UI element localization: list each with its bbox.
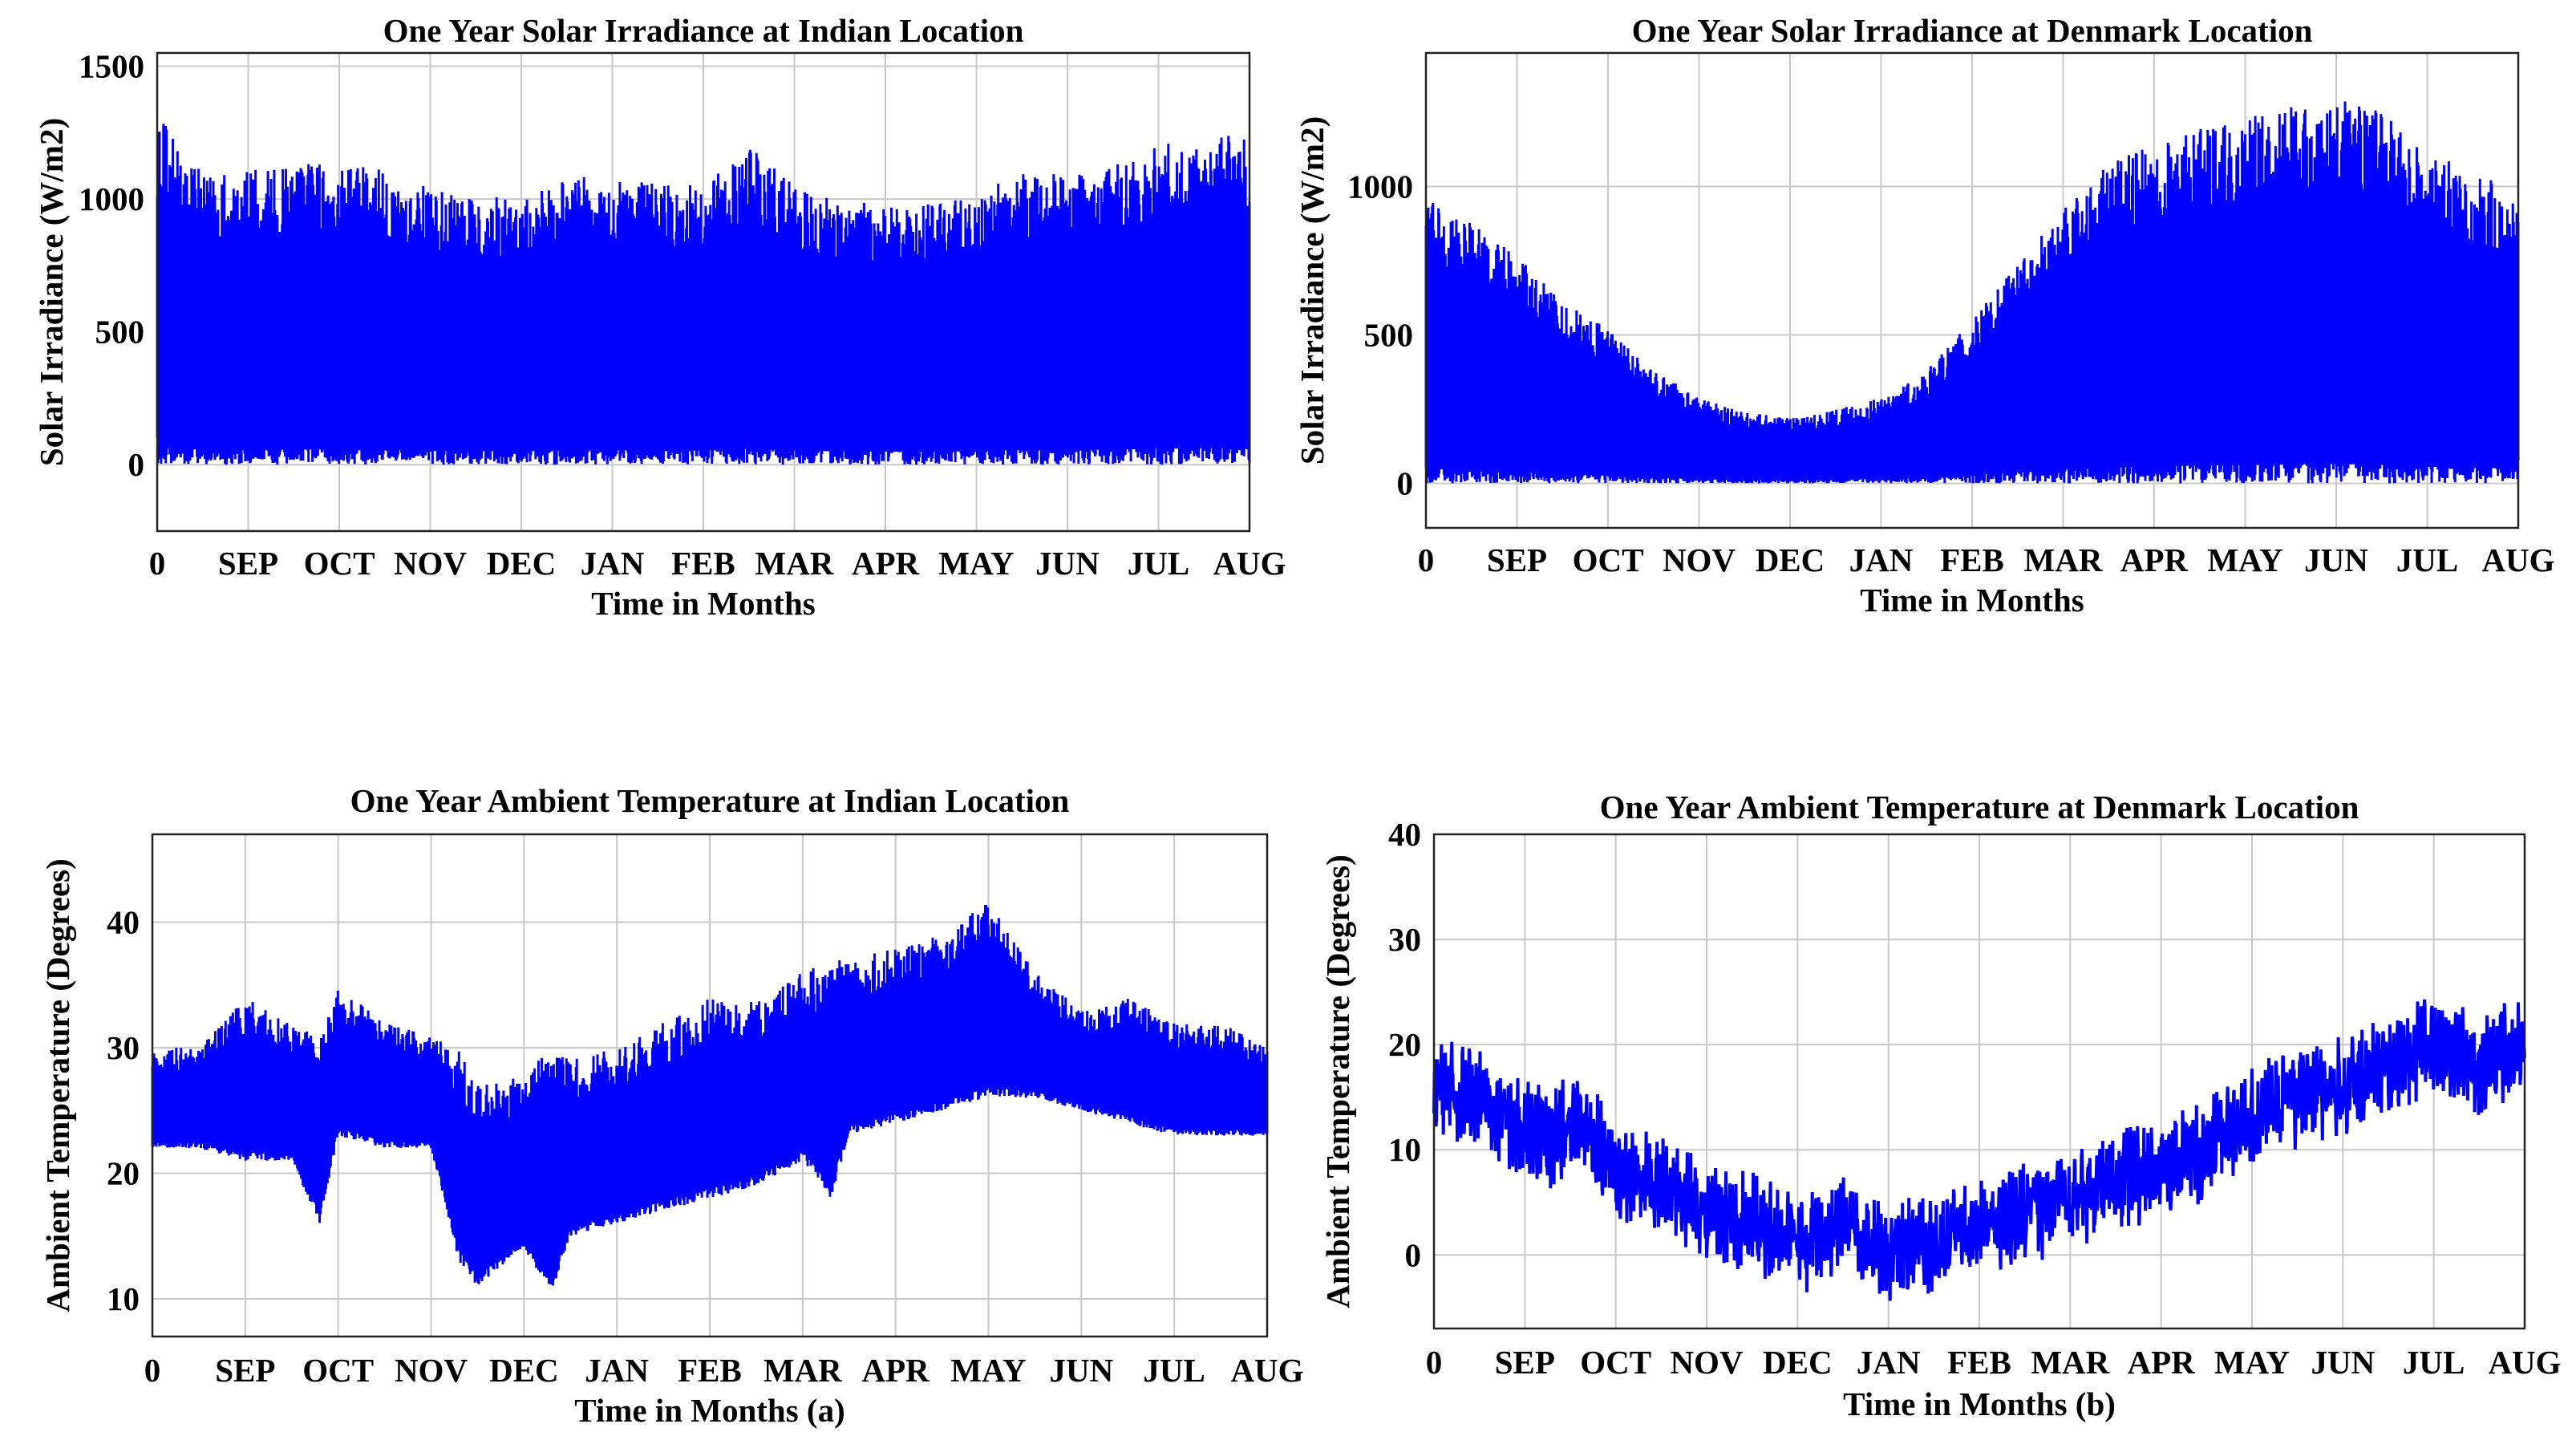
x-tick-label: MAY <box>2214 1344 2290 1381</box>
y-tick-label: 1000 <box>1347 168 1413 205</box>
chart-b-irr: 0 500 1000 0 SEP OCT NOV DEC JAN FEB MAR APR MAY JUN J… <box>1294 12 2555 619</box>
x-tick-label: DEC <box>489 1352 559 1389</box>
x-tick-label: MAY <box>938 545 1014 582</box>
chart-a-temp: 10 20 30 40 0 SEP OCT NOV DEC JAN FEB MAR APR MAY JUN J… <box>39 782 1304 1429</box>
y-axis-label: Solar Irradiance (W/m2) <box>33 118 70 466</box>
x-tick-label: AUG <box>1230 1352 1303 1389</box>
x-tick-label: APR <box>852 545 920 582</box>
x-axis-label: Time in Months (b) <box>1843 1385 2116 1422</box>
x-tick-label: FEB <box>1940 542 2004 578</box>
plot-frame <box>156 51 1251 533</box>
x-tick-label: OCT <box>1580 1344 1651 1381</box>
y-tick-label: 500 <box>1364 317 1414 354</box>
series-band-fill <box>1426 182 2518 481</box>
x-tick-label: MAR <box>2031 1344 2109 1381</box>
x-tick-label: SEP <box>1487 542 1547 578</box>
x-tick-label: JAN <box>1849 542 1914 578</box>
x-tick-label: JUL <box>2403 1344 2465 1381</box>
chart-a-irr: 0 500 1000 1500 0 SEP OCT NOV DEC JAN FEB MAR APR MAY… <box>33 12 1286 622</box>
chart-title: One Year Solar Irradiance at Indian Loca… <box>383 12 1024 49</box>
x-tick-label: JUL <box>1143 1352 1205 1389</box>
x-tick-label: NOV <box>395 1352 468 1389</box>
plot-frame <box>1432 833 2526 1330</box>
chart-b-temp: 0 10 20 30 40 0 SEP OCT NOV DEC JAN FEB MAR APR MAY JUN… <box>1319 789 2562 1422</box>
chart-title: One Year Solar Irradiance at Denmark Loc… <box>1632 12 2313 49</box>
y-tick-label: 20 <box>107 1155 140 1192</box>
series-band-fill <box>157 185 1250 452</box>
series-temperature <box>1432 999 2526 1301</box>
x-tick-label: AUG <box>2481 542 2554 578</box>
plot-frame <box>1424 51 2520 529</box>
x-tick-label: NOV <box>1663 542 1736 578</box>
y-tick-label: 1000 <box>79 181 144 217</box>
x-tick-label: MAR <box>2024 542 2103 578</box>
x-tick-label: SEP <box>215 1352 275 1389</box>
x-tick-label: AUG <box>2488 1344 2561 1381</box>
x-tick-label: JUN <box>2304 542 2368 578</box>
x-tick-label: DEC <box>487 545 557 582</box>
x-tick-label: JAN <box>585 1352 649 1389</box>
x-tick-label: JUL <box>1128 545 1189 582</box>
x-tick-label: MAR <box>763 1352 842 1389</box>
x-tick-label: OCT <box>302 1352 374 1389</box>
x-tick-label: JAN <box>581 545 645 582</box>
y-tick-label: 30 <box>1388 921 1421 958</box>
x-tick-label: 0 <box>144 1352 161 1389</box>
x-axis-label: Time in Months <box>1860 582 2084 619</box>
chart-title: One Year Ambient Temperature at Denmark … <box>1600 789 2359 825</box>
y-axis-label: Ambient Temperature (Degrees) <box>1319 854 1356 1308</box>
chart-title: One Year Ambient Temperature at Indian L… <box>350 782 1070 819</box>
y-tick-label: 10 <box>107 1280 140 1317</box>
y-tick-label: 30 <box>107 1029 140 1066</box>
x-tick-label: OCT <box>1573 542 1644 578</box>
x-tick-label: OCT <box>304 545 375 582</box>
x-tick-label: SEP <box>1495 1344 1555 1381</box>
x-tick-label: SEP <box>218 545 278 582</box>
x-tick-label: JUN <box>1049 1352 1113 1389</box>
y-tick-label: 500 <box>95 314 145 351</box>
x-tick-label: FEB <box>678 1352 742 1389</box>
x-tick-label: FEB <box>1947 1344 2011 1381</box>
plot-frame <box>151 833 1269 1338</box>
x-tick-label: JUL <box>2396 542 2458 578</box>
x-tick-label: JUN <box>2311 1344 2375 1381</box>
x-tick-label: JAN <box>1857 1344 1921 1381</box>
x-tick-label: MAY <box>2207 542 2282 578</box>
x-tick-label: DEC <box>1756 542 1825 578</box>
x-tick-label: FEB <box>671 545 735 582</box>
x-tick-label: 0 <box>1418 542 1435 578</box>
y-axis-label: Solar Irradiance (W/m2) <box>1294 116 1331 464</box>
y-axis-label: Ambient Temperature (Degrees) <box>39 858 76 1312</box>
x-tick-label: APR <box>2120 542 2189 578</box>
x-axis-label: Time in Months <box>591 585 815 622</box>
x-tick-label: 0 <box>149 545 166 582</box>
y-tick-label: 40 <box>1388 816 1421 853</box>
y-tick-label: 20 <box>1388 1026 1421 1063</box>
x-tick-label: MAY <box>950 1352 1026 1389</box>
x-axis-label: Time in Months (a) <box>574 1392 845 1429</box>
x-tick-label: MAR <box>755 545 834 582</box>
x-tick-label: JUN <box>1035 545 1100 582</box>
x-tick-label: APR <box>2128 1344 2196 1381</box>
x-tick-label: NOV <box>394 545 468 582</box>
x-tick-label: APR <box>862 1352 930 1389</box>
y-tick-label: 0 <box>1405 1236 1422 1273</box>
x-tick-label: AUG <box>1213 545 1286 582</box>
y-tick-label: 1500 <box>79 48 144 85</box>
y-tick-label: 40 <box>107 904 140 941</box>
x-tick-label: DEC <box>1763 1344 1833 1381</box>
series-band-fill <box>152 941 1267 1276</box>
x-tick-label: 0 <box>1426 1344 1443 1381</box>
x-tick-label: NOV <box>1670 1344 1744 1381</box>
y-tick-label: 0 <box>1397 465 1414 502</box>
y-tick-label: 0 <box>128 446 145 483</box>
y-tick-label: 10 <box>1388 1131 1421 1168</box>
